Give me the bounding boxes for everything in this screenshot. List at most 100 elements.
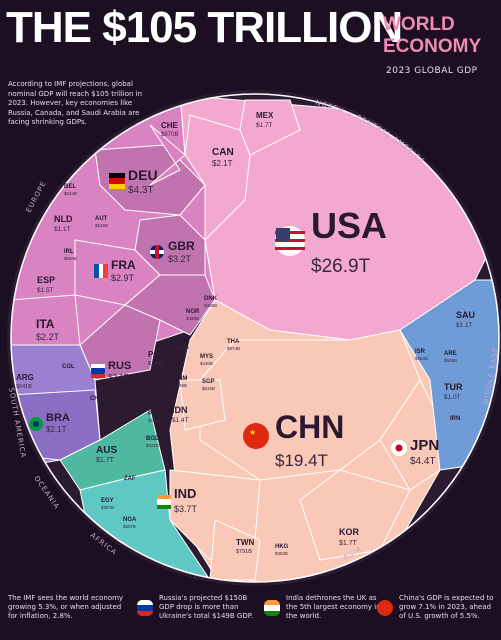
label-can-value: $2.1T — [212, 159, 233, 168]
cell-idn — [179, 379, 226, 431]
label-tha-code: THA — [227, 339, 240, 345]
label-jpn-value: $4.4T — [410, 456, 436, 467]
label-bra-code: BRA — [46, 412, 70, 424]
subtitle: 2023 GLOBAL GDP — [386, 66, 478, 76]
svg-text:★: ★ — [249, 428, 256, 437]
label-dnk-value: $406B — [204, 303, 217, 308]
cell-mex — [239, 99, 301, 156]
label-nor-value: $485B — [186, 316, 199, 321]
label-egy-code: EGY — [101, 498, 114, 504]
label-sau-code: SAU — [456, 310, 475, 320]
label-chn-code: CHN — [275, 409, 344, 445]
label-mex-code: MEX — [256, 111, 274, 120]
label-nga-value: $507B — [123, 524, 136, 529]
label-mys-code: MYS — [200, 354, 213, 360]
label-idn-value: $1.4T — [172, 417, 189, 424]
region-middle-east — [399, 279, 499, 471]
label-deu-value: $4.3T — [128, 185, 154, 196]
label-are-value: $509B — [444, 358, 457, 363]
label-che-value: $870B — [161, 132, 178, 138]
china-flag-icon — [377, 600, 393, 616]
flag-gbr — [150, 245, 164, 259]
label-swe-value: $598B — [176, 345, 189, 350]
flag-deu — [109, 173, 125, 189]
label-bgd-value: $421B — [146, 443, 159, 448]
title-economy: ECONOMY — [383, 36, 482, 57]
label-sgp-code: SGP — [202, 379, 215, 385]
label-irl-value: $594B — [64, 256, 77, 261]
label-phl-code: PHL — [148, 411, 160, 417]
flag-chn: ★ — [243, 423, 269, 449]
label-sgp-value: $515B — [202, 386, 215, 391]
flag-jpn — [391, 440, 407, 456]
cell-kor — [299, 469, 411, 561]
label-twn-code: TWN — [236, 538, 254, 547]
map-border — [10, 93, 500, 583]
title-world-economy: WORLD ECONOMY — [383, 14, 481, 58]
label-ind-value: $3.7T — [174, 504, 198, 514]
label-rus-code: RUS — [108, 360, 131, 372]
label-kor-value: $1.7T — [339, 540, 358, 547]
main-title: THE $105 TRILLION — [6, 3, 403, 52]
label-swe-code: SWE — [176, 338, 190, 344]
label-aut-code: AUT — [95, 216, 108, 222]
label-vnm-code: VNM — [174, 376, 187, 382]
flag-fra — [94, 264, 108, 278]
label-bgd-code: BGD — [146, 436, 160, 442]
label-ita-code: ITA — [36, 317, 55, 331]
label-can-code: CAN — [212, 147, 234, 158]
label-nld-value: $1.1T — [54, 226, 71, 233]
label-mex-value: $1.7T — [256, 122, 273, 129]
label-rus-value: $2.1T — [108, 373, 129, 382]
label-zaf-code: ZAF — [124, 476, 136, 482]
label-gbr-code: GBR — [168, 239, 195, 253]
label-idn-code: IDN — [172, 405, 188, 415]
label-pol-value: $749B — [148, 361, 164, 367]
label-bel-value: $624B — [64, 191, 77, 196]
flag-usa — [275, 226, 305, 256]
label-nld-code: NLD — [54, 214, 73, 224]
flag-ind — [157, 495, 171, 509]
label-usa-value: $26.9T — [311, 256, 371, 277]
label-kor-code: KOR — [339, 527, 360, 537]
label-egy-value: $387B — [101, 505, 114, 510]
label-sau-value: $1.1T — [456, 322, 473, 329]
label-chn-value: $19.4T — [275, 451, 328, 470]
label-isr-code: ISR — [415, 349, 426, 355]
label-hkg-code: HKG — [275, 544, 289, 550]
india-flag-icon — [264, 600, 280, 616]
russia-flag-icon — [137, 600, 153, 616]
label-che-code: CHE — [161, 121, 179, 130]
label-pol-code: POL — [148, 350, 165, 359]
label-jpn-code: JPN — [410, 437, 439, 454]
label-are-code: ARE — [444, 351, 457, 357]
footer-china: China's GDP is expected to grow 7.1% in … — [399, 594, 494, 620]
footer-india: India dethrones the UK as the 5th larges… — [286, 594, 381, 620]
label-bel-code: BEL — [64, 184, 76, 190]
footer-russia: Russia's projected $150B GDP drop is mor… — [159, 594, 254, 620]
label-ita-value: $2.2T — [36, 332, 60, 342]
label-vnm-value: $449B — [174, 383, 187, 388]
label-deu-code: DEU — [128, 167, 158, 183]
footer-growth: The IMF sees the world economy growing 5… — [8, 594, 124, 620]
intro-text: According to IMF projections, global nom… — [8, 80, 143, 126]
title-world: WORLD — [383, 14, 455, 35]
label-aut-value: $516B — [95, 223, 108, 228]
label-arg-value: $641B — [16, 384, 32, 390]
label-irl-code: IRL — [64, 249, 74, 255]
label-aus-value: $1.7T — [96, 457, 115, 464]
label-nor-code: NOR — [186, 309, 200, 315]
label-col-code: COL — [62, 364, 75, 370]
label-chl-code: CHL — [90, 396, 103, 402]
label-twn-value: $791B — [236, 549, 252, 555]
label-hkg-value: $383B — [275, 551, 288, 556]
cell-twn — [209, 519, 261, 581]
label-bra-value: $2.1T — [46, 425, 67, 434]
label-tur-code: TUR — [444, 382, 463, 392]
label-esp-code: ESP — [37, 275, 55, 285]
label-fra-code: FRA — [111, 258, 136, 272]
label-usa-code: USA — [311, 205, 387, 246]
label-nga-code: NGA — [123, 517, 137, 523]
